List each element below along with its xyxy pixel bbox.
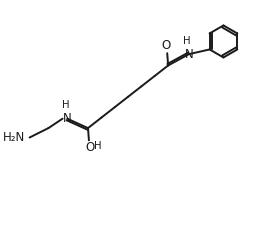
Text: N: N: [63, 112, 72, 125]
Text: H₂N: H₂N: [3, 131, 25, 144]
Text: N: N: [185, 48, 193, 61]
Text: O: O: [85, 141, 95, 154]
Text: H: H: [183, 36, 191, 46]
Text: H: H: [94, 141, 101, 151]
Text: H: H: [62, 100, 69, 110]
Text: O: O: [162, 39, 171, 52]
